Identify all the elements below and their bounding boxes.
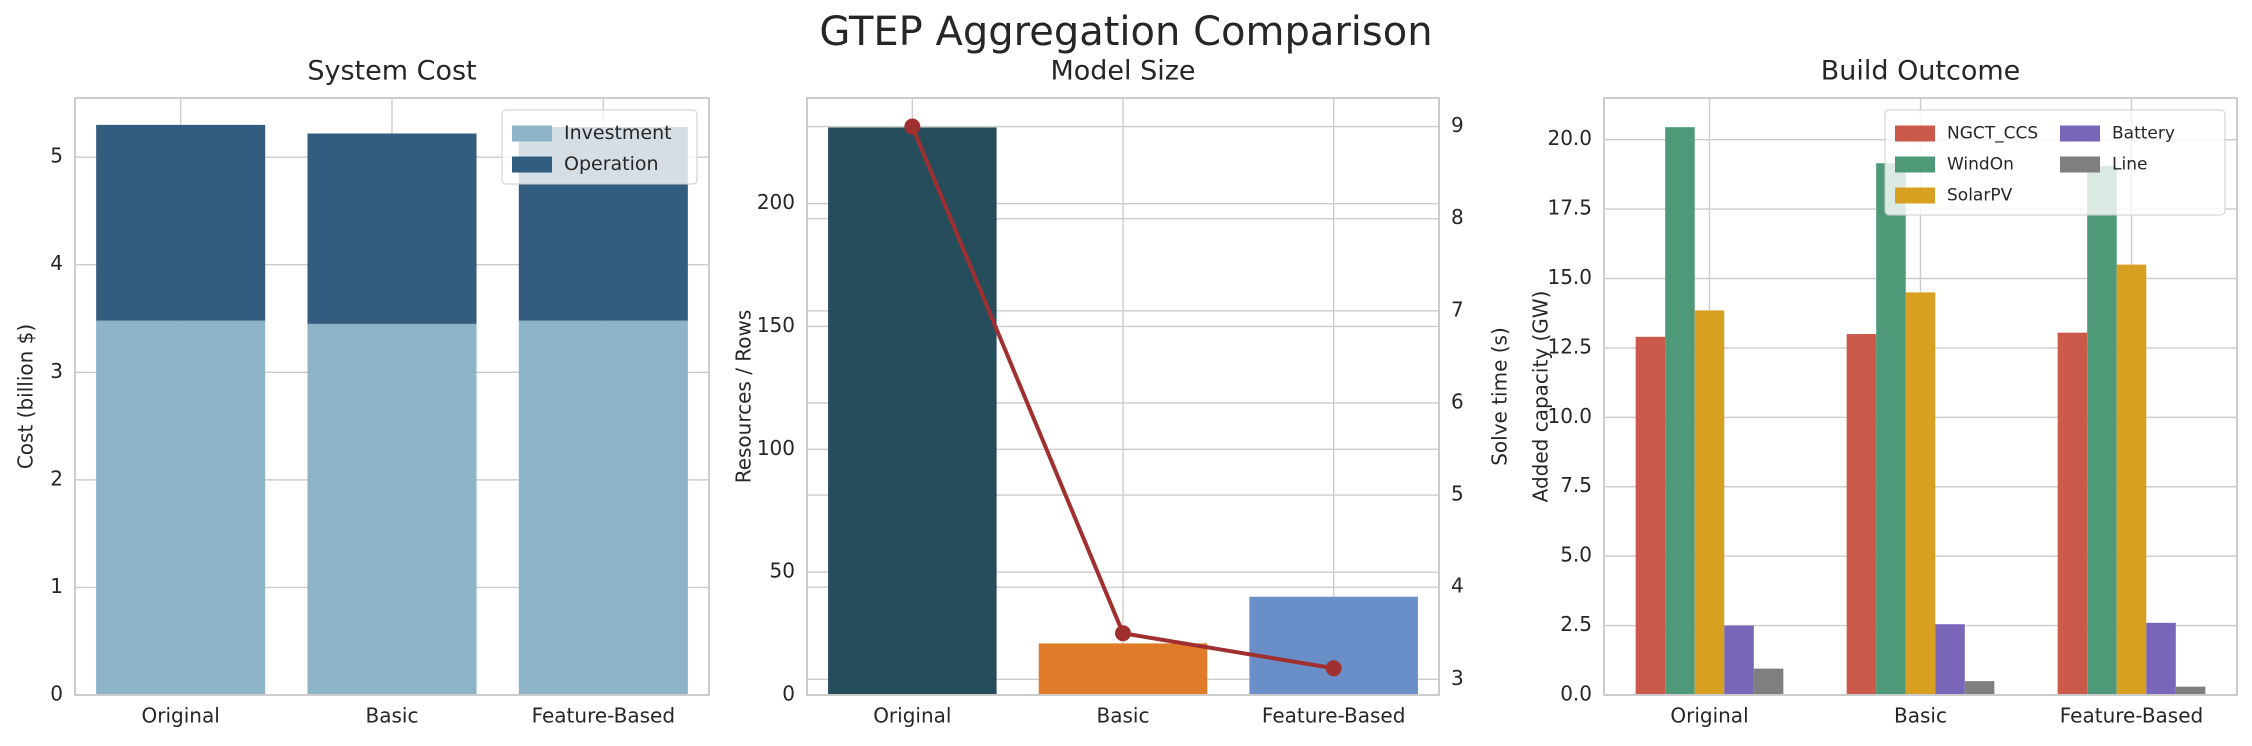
line-point (904, 118, 921, 135)
panel-title: Build Outcome (1821, 56, 2021, 87)
legend-label: Operation (564, 153, 659, 175)
x-tick-label: Basic (1097, 704, 1150, 728)
legend-label: Line (2112, 155, 2147, 175)
plot-frame (74, 97, 710, 696)
legend-swatch (512, 156, 552, 173)
y2-tick-label: 7 (1451, 297, 1464, 321)
bar (1876, 163, 1906, 696)
bar-segment (96, 320, 266, 695)
legend-swatch (1895, 125, 1935, 142)
x-tick-label: Original (873, 704, 951, 728)
x-tick-label: Original (142, 704, 220, 728)
bar (1724, 625, 1754, 695)
legend-box (1884, 109, 2226, 216)
x-tick-label: Feature-Based (532, 704, 675, 728)
bar (2057, 332, 2088, 695)
y-axis-label: Added capacity (GW) (1529, 291, 1553, 503)
x-tick-label: Basic (366, 704, 419, 728)
line-point (1115, 625, 1131, 642)
y-tick-label: 15.0 (1547, 265, 1592, 289)
legend-label: Investment (564, 122, 672, 144)
y-tick-label: 2 (50, 466, 63, 490)
bar (1964, 681, 1995, 695)
y-tick-label: 17.5 (1547, 196, 1592, 220)
panel-title: System Cost (307, 56, 476, 87)
bar (1846, 334, 1877, 695)
y2-tick-label: 3 (1451, 666, 1464, 690)
y-tick-label: 5 (50, 144, 63, 168)
y-tick-label: 200 (757, 190, 795, 214)
bar (1753, 668, 1784, 695)
y-tick-label: 50 (770, 559, 795, 583)
y-tick-label: 5.0 (1560, 543, 1592, 567)
y-tick-label: 0 (50, 682, 63, 706)
y2-tick-label: 5 (1451, 482, 1464, 506)
bar-segment (307, 323, 477, 695)
plot-frame (806, 97, 1440, 696)
line-point (1325, 660, 1342, 677)
y-tick-label: 2.5 (1560, 612, 1592, 636)
y-tick-label: 4 (50, 251, 63, 275)
y-tick-label: 0 (782, 682, 795, 706)
bar-segment (96, 124, 266, 321)
y2-tick-label: 6 (1451, 389, 1464, 413)
legend-swatch (2060, 125, 2100, 142)
bar (828, 127, 997, 695)
figure-title: GTEP Aggregation Comparison (819, 9, 1432, 55)
y2-tick-label: 4 (1451, 574, 1464, 598)
y2-tick-label: 8 (1451, 205, 1464, 229)
legend-label: NGCT_CCS (1947, 124, 2038, 144)
x-tick-label: Feature-Based (1262, 704, 1405, 728)
x-tick-label: Original (1670, 704, 1748, 728)
y-tick-label: 20.0 (1547, 126, 1592, 150)
bar (1038, 643, 1208, 695)
y-axis-label: Cost (billion $) (14, 324, 38, 469)
bar (1694, 310, 1725, 695)
legend-swatch (1895, 156, 1935, 173)
y-tick-label: 150 (757, 313, 795, 337)
legend-label: SolarPV (1947, 186, 2013, 206)
bar (1905, 292, 1936, 695)
bar-segment (518, 320, 688, 695)
bar (2087, 166, 2117, 696)
y2-axis-label: Solve time (s) (1488, 327, 1512, 466)
y-tick-label: 10.0 (1547, 404, 1592, 428)
bar (1935, 624, 1965, 695)
legend-swatch (512, 125, 552, 142)
y-tick-label: 1 (50, 574, 63, 598)
y2-tick-label: 9 (1451, 113, 1464, 137)
bar (1635, 336, 1666, 695)
bar (2116, 264, 2147, 695)
legend-swatch (1895, 187, 1935, 204)
legend-label: WindOn (1947, 155, 2014, 175)
y-tick-label: 0.0 (1560, 682, 1592, 706)
x-tick-label: Feature-Based (2060, 704, 2203, 728)
y-tick-label: 100 (757, 436, 795, 460)
y-tick-label: 12.5 (1547, 334, 1592, 358)
bar (2175, 686, 2206, 695)
bar (2146, 622, 2176, 695)
bar (1249, 596, 1418, 695)
y-tick-label: 3 (50, 359, 63, 383)
panel-title: Model Size (1050, 56, 1195, 87)
x-tick-label: Basic (1894, 704, 1947, 728)
bar (1665, 127, 1695, 695)
bar-segment (307, 133, 477, 324)
legend-swatch (2060, 156, 2100, 173)
y-axis-label: Resources / Rows (732, 310, 756, 484)
plot-frame (1603, 97, 2238, 696)
legend-label: Battery (2112, 124, 2175, 144)
y-tick-label: 7.5 (1560, 473, 1592, 497)
